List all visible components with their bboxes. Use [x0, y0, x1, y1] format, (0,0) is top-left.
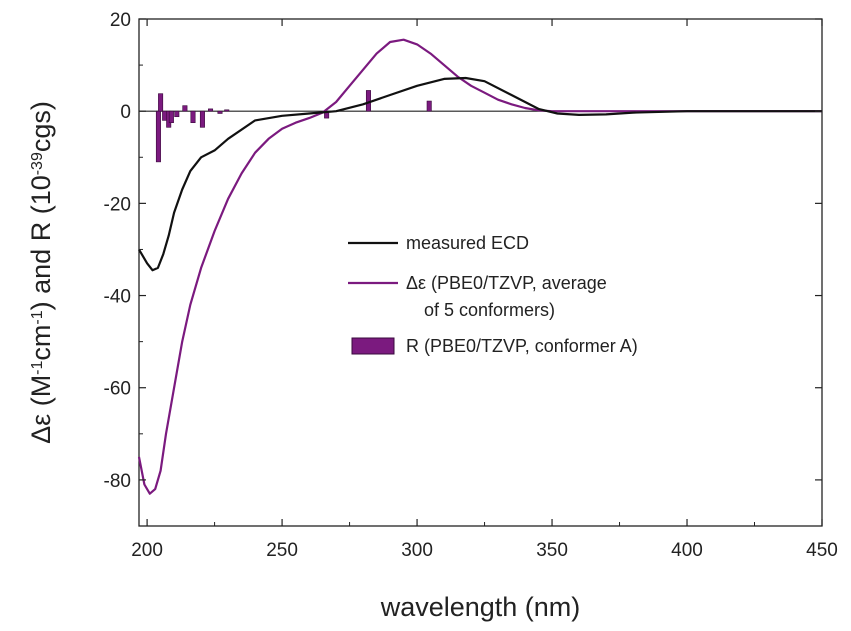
r-bar	[190, 110, 196, 124]
x-tick-label: 250	[266, 540, 298, 561]
legend-swatch-rotatory-strength	[351, 337, 395, 355]
y-tick-label: -60	[104, 379, 131, 400]
y-axis-title: Δε (M-1cm-1) and R (10-39cgs)	[26, 101, 56, 444]
delta-epsilon-line	[137, 38, 822, 495]
r-bar	[162, 110, 168, 121]
r-bar	[155, 110, 161, 163]
measured-ecd-line	[138, 76, 822, 272]
r-bar	[217, 110, 223, 114]
x-tick-label: 400	[671, 540, 703, 561]
line-series	[137, 38, 822, 495]
y-tick-label: 20	[110, 10, 131, 31]
y-tick-label: 0	[120, 102, 131, 123]
r-bar	[174, 110, 180, 118]
r-bar	[199, 110, 205, 128]
x-tick-label: 450	[806, 540, 838, 561]
x-tick-label: 350	[536, 540, 568, 561]
r-bar	[158, 93, 164, 112]
legend: measured ECD Δε (PBE0/TZVP, average of 5…	[348, 233, 638, 356]
legend-label-measured-ecd: measured ECD	[406, 233, 529, 253]
legend-label-delta-epsilon: Δε (PBE0/TZVP, average	[406, 273, 607, 293]
plot-frame	[138, 18, 823, 527]
r-bar	[168, 110, 174, 124]
x-tick-label: 300	[401, 540, 433, 561]
x-tick-label: 200	[131, 540, 163, 561]
legend-label-rotatory-strength: R (PBE0/TZVP, conformer A)	[406, 336, 638, 356]
r-bar	[182, 105, 188, 112]
x-axis-title: wavelength (nm)	[380, 592, 581, 622]
y-tick-label: -20	[104, 194, 131, 215]
y-tick-label: -80	[104, 471, 131, 492]
r-bar	[224, 109, 230, 112]
r-bar	[208, 108, 214, 112]
bar-series	[155, 90, 432, 163]
r-bar	[426, 100, 432, 112]
y-tick-label: -40	[104, 287, 131, 308]
legend-label-delta-epsilon-line2: of 5 conformers)	[424, 300, 555, 320]
